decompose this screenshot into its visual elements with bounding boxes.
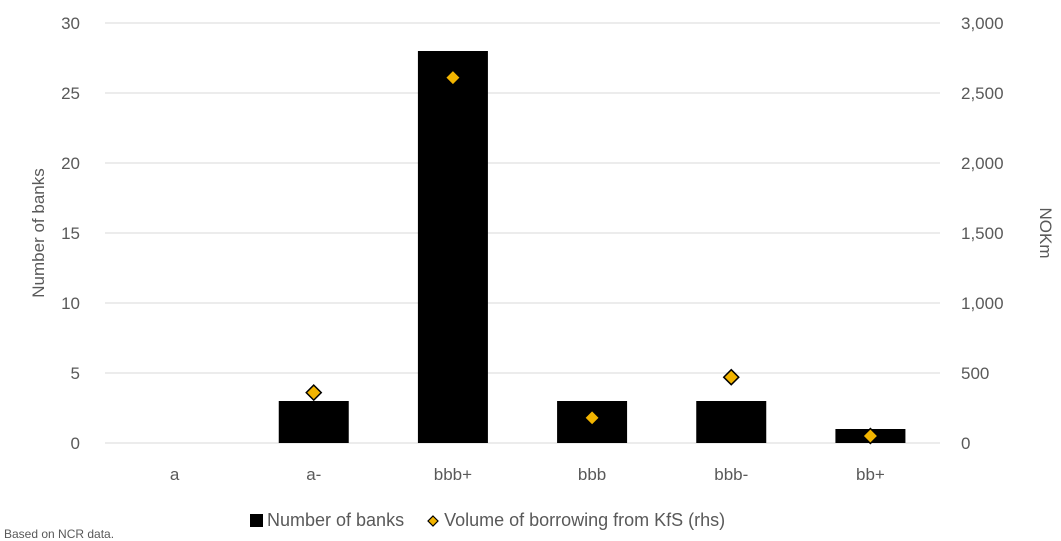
y2-tick-label: 1,500 <box>961 224 1004 243</box>
marker-point <box>305 384 323 402</box>
x-tick-label: bb+ <box>856 465 885 484</box>
y-tick-label: 25 <box>61 84 80 103</box>
x-tick-label: bbb+ <box>434 465 472 484</box>
x-tick-label: a- <box>306 465 321 484</box>
marker-point <box>583 409 601 427</box>
y2-axis-ticks: 0 500 1,000 1,500 2,000 2,500 3,000 <box>961 14 1004 453</box>
legend-item-bars: Number of banks <box>250 510 404 531</box>
y-tick-label: 5 <box>71 364 80 383</box>
markers <box>305 69 879 445</box>
x-tick-label: a <box>170 465 180 484</box>
y2-axis-title: NOKm <box>1036 208 1055 259</box>
legend-bar-swatch <box>250 514 263 527</box>
y-tick-label: 15 <box>61 224 80 243</box>
y2-tick-label: 3,000 <box>961 14 1004 33</box>
bar <box>278 401 349 443</box>
y-axis-title: Number of banks <box>29 168 48 297</box>
legend: Number of banks Volume of borrowing from… <box>250 510 747 531</box>
y-tick-label: 20 <box>61 154 80 173</box>
marker-point <box>722 368 740 386</box>
gridlines <box>105 22 940 444</box>
y-tick-label: 0 <box>71 434 80 453</box>
legend-item-markers: Volume of borrowing from KfS (rhs) <box>426 510 725 531</box>
y2-tick-label: 500 <box>961 364 989 383</box>
bar <box>417 51 488 443</box>
y2-tick-label: 2,000 <box>961 154 1004 173</box>
y2-tick-label: 0 <box>961 434 970 453</box>
marker-point <box>444 69 462 87</box>
y2-tick-label: 2,500 <box>961 84 1004 103</box>
x-axis-ticks: a a-bbb+ bbb bbb-bb+ <box>170 465 885 484</box>
legend-diamond-swatch <box>427 514 439 527</box>
bar <box>696 401 767 443</box>
y-axis-ticks: 0 5 10 15 20 25 30 <box>61 14 80 453</box>
bars <box>278 51 906 443</box>
legend-bar-label: Number of banks <box>267 510 405 530</box>
y-tick-label: 10 <box>61 294 80 313</box>
legend-marker-label: Volume of borrowing from KfS (rhs) <box>444 510 726 530</box>
marker-point <box>861 427 879 445</box>
y2-tick-label: 1,000 <box>961 294 1004 313</box>
x-tick-label: bbb- <box>714 465 748 484</box>
y-tick-label: 30 <box>61 14 80 33</box>
source-note: Based on NCR data. <box>4 527 115 541</box>
x-tick-label: bbb <box>578 465 606 484</box>
